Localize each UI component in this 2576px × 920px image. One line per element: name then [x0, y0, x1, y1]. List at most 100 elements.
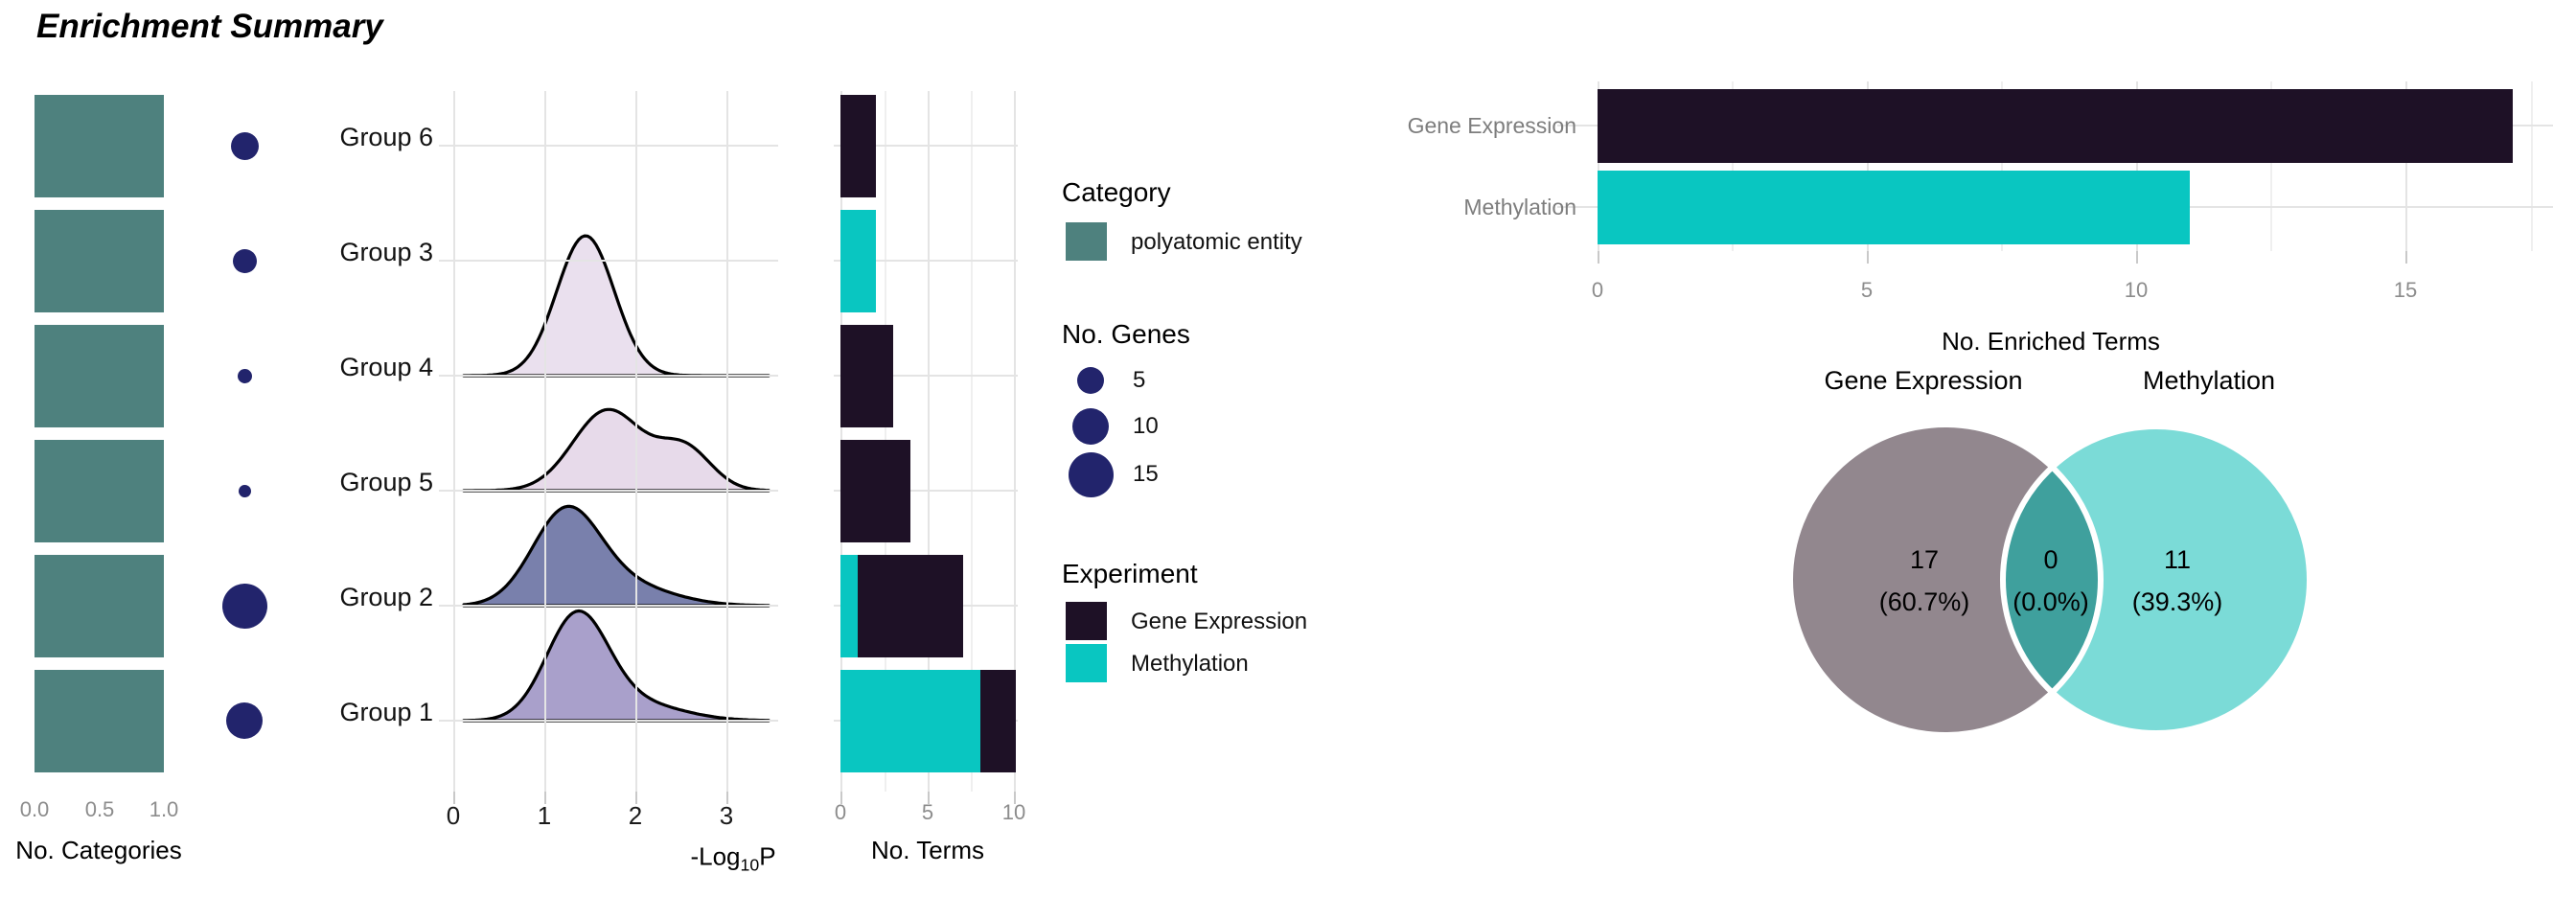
legend-experiment-header: Experiment — [1062, 559, 1198, 588]
category-bar — [34, 555, 164, 657]
legend-experiment-methylation-label: Methylation — [1131, 651, 1249, 677]
category-bar — [34, 325, 164, 427]
terms-axis-title: No. Terms — [871, 836, 984, 864]
enriched-gridline-minor — [2001, 81, 2003, 251]
category-bar — [34, 440, 164, 542]
group-label: Group 5 — [339, 468, 433, 496]
enriched-gridline-minor — [2531, 81, 2533, 251]
group-label: Group 1 — [339, 698, 433, 726]
legend-experiment-gene-expression-label: Gene Expression — [1131, 609, 1308, 634]
genes-dot — [226, 702, 263, 739]
legend-experiment-swatch-methylation — [1066, 644, 1107, 682]
legend-category-header: Category — [1062, 177, 1171, 207]
genes-dot — [221, 583, 267, 629]
legend-genes-dot — [1077, 367, 1104, 394]
terms-bar-segment — [840, 210, 876, 312]
enriched-gridline-minor — [2270, 81, 2272, 251]
venn-circle-outline-left — [1787, 422, 2104, 738]
terms-bar-segment — [980, 670, 1016, 772]
legend-genes-dot — [1072, 408, 1109, 445]
ridge-gridline-h — [439, 260, 778, 262]
category-bar — [34, 210, 164, 312]
group-label: Group 2 — [339, 583, 433, 611]
categories-axis-title: No. Categories — [15, 836, 182, 864]
enriched-gridline-v — [1867, 81, 1869, 251]
enriched-gridline-v — [2405, 81, 2407, 251]
enriched-axis-title: No. Enriched Terms — [1942, 327, 2160, 356]
enriched-gridline-v — [1598, 81, 1599, 251]
ridge-gridline-v — [635, 91, 637, 792]
ridge-gridline-h — [439, 720, 778, 722]
ridge-axis-tick — [544, 792, 546, 804]
category-bar — [34, 670, 164, 772]
enriched-axis-tick-label: 5 — [1860, 278, 1874, 302]
terms-gridline-h — [834, 375, 1018, 377]
terms-gridline-v — [928, 91, 930, 792]
enriched-axis-tick — [2405, 251, 2407, 264]
terms-gridline-h — [834, 490, 1018, 492]
enriched-axis-tick — [1867, 251, 1869, 264]
enriched-axis-tick-label: 10 — [2124, 278, 2149, 302]
enriched-gridline-minor — [1732, 81, 1734, 251]
legend-category-item-label: polyatomic entity — [1131, 229, 1302, 255]
terms-gridline-h — [834, 260, 1018, 262]
terms-bar-segment — [840, 440, 911, 542]
ridge-axis-tick-label: 1 — [537, 801, 552, 830]
figure-title: Enrichment Summary — [36, 8, 383, 45]
ridge-density-group-2 — [462, 504, 770, 608]
legend-genes-item-label: 15 — [1133, 461, 1159, 487]
log10p-axis-title-sub: 10 — [740, 855, 760, 875]
venn-circle-outline-right — [2000, 424, 2312, 736]
venn-percent-gene-expression-only: (60.7%) — [1878, 587, 1970, 616]
venn-percent-methylation-only: (39.3%) — [2131, 587, 2223, 616]
genes-dot — [232, 248, 257, 273]
terms-axis-tick-label: 10 — [1001, 800, 1026, 824]
terms-bar-segment — [840, 555, 859, 657]
terms-axis-tick-label: 5 — [921, 800, 934, 824]
legend-genes-header: No. Genes — [1062, 319, 1190, 349]
ridge-axis-tick-label: 3 — [719, 801, 734, 830]
legend-experiment-swatch-gene-expression — [1066, 602, 1107, 640]
categories-axis-tick-label: 0.5 — [84, 797, 115, 821]
log10p-axis-title-p: P — [759, 841, 776, 871]
ridge-density-group-1 — [462, 609, 770, 723]
venn-count-intersection: 0 — [2043, 545, 2058, 574]
ridge-axis-tick — [453, 792, 455, 804]
legend-genes-dot — [1068, 451, 1114, 497]
venn-count-methylation-only: 11 — [2163, 545, 2192, 574]
group-label: Group 4 — [339, 353, 433, 381]
enriched-axis-tick — [1598, 251, 1599, 264]
categories-axis-tick-label: 0.0 — [19, 797, 50, 821]
enriched-bar-methylation — [1598, 171, 2191, 244]
terms-bar-segment — [840, 95, 876, 197]
venn-count-gene-expression-only: 17 — [1909, 545, 1940, 574]
enriched-category-label: Gene Expression — [1407, 113, 1576, 138]
category-bar — [34, 95, 164, 197]
genes-dot — [238, 484, 251, 497]
log10p-axis-title: -Log10P — [690, 840, 775, 880]
ridge-gridline-h — [439, 375, 778, 377]
terms-bar-segment — [840, 325, 893, 427]
enriched-axis-tick-label: 0 — [1591, 278, 1604, 302]
enriched-axis-tick — [2136, 251, 2138, 264]
ridge-axis-tick — [726, 792, 728, 804]
enriched-bar-gene-expression — [1598, 89, 2514, 163]
legend-category-swatch — [1066, 222, 1107, 261]
venn-title-methylation: Methylation — [2142, 366, 2276, 395]
ridge-gridline-v — [453, 91, 455, 792]
terms-bar-segment — [840, 670, 981, 772]
log10p-axis-title-main: -Log — [690, 841, 741, 871]
ridge-axis-tick-label: 2 — [628, 801, 643, 830]
terms-axis-tick — [928, 792, 930, 804]
ridge-gridline-h — [439, 145, 778, 147]
ridge-axis-tick — [635, 792, 637, 804]
categories-axis-tick-label: 1.0 — [149, 797, 179, 821]
terms-bar-segment — [858, 555, 964, 657]
ridge-gridline-h — [439, 605, 778, 607]
group-label: Group 3 — [339, 238, 433, 266]
ridge-gridline-v — [726, 91, 728, 792]
terms-axis-tick-label: 0 — [834, 800, 847, 824]
legend-genes-item-label: 10 — [1133, 413, 1159, 439]
